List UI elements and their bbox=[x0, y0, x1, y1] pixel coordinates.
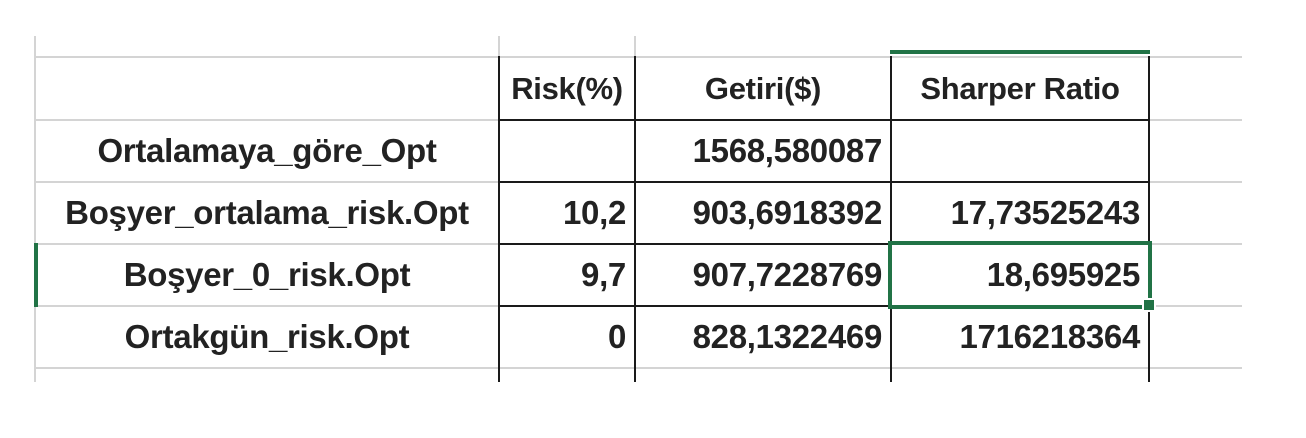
row-label-cell[interactable]: Boşyer_ortalama_risk.Opt bbox=[65, 194, 469, 231]
gridline bbox=[34, 243, 498, 245]
gridline bbox=[34, 36, 36, 382]
gridline bbox=[1150, 119, 1242, 121]
row-label-cell[interactable]: Ortakgün_risk.Opt bbox=[124, 318, 410, 355]
gridline bbox=[1150, 181, 1242, 183]
risk-cell[interactable] bbox=[500, 121, 634, 181]
gridline bbox=[634, 36, 636, 56]
gridline bbox=[34, 181, 498, 183]
active-cell-selection bbox=[888, 241, 1152, 309]
cell-border bbox=[498, 56, 500, 382]
gridline bbox=[34, 305, 498, 307]
header-cell-getiri[interactable]: Getiri($) bbox=[704, 70, 822, 106]
header-cell-risk[interactable]: Risk(%) bbox=[511, 70, 623, 106]
risk-cell[interactable]: 9,7 bbox=[581, 256, 626, 293]
cell-border bbox=[498, 119, 1150, 121]
header-cell-sharpe[interactable]: Sharper Ratio bbox=[920, 70, 1120, 106]
gridline bbox=[34, 119, 498, 121]
sharpe-cell[interactable]: 1716218364 bbox=[959, 318, 1140, 355]
getiri-cell[interactable]: 1568,580087 bbox=[692, 132, 883, 169]
gridline bbox=[498, 36, 500, 56]
cell-border bbox=[890, 56, 892, 382]
column-selection-indicator bbox=[890, 50, 1150, 54]
row-label-cell[interactable]: Boşyer_0_risk.Opt bbox=[123, 256, 411, 293]
risk-cell[interactable]: 10,2 bbox=[562, 194, 626, 231]
sharpe-cell[interactable] bbox=[892, 121, 1148, 181]
gridline bbox=[34, 367, 1242, 369]
fill-handle[interactable] bbox=[1142, 298, 1156, 312]
gridline bbox=[1150, 243, 1242, 245]
cell-border bbox=[498, 305, 1150, 307]
cell-border bbox=[498, 181, 1150, 183]
getiri-cell[interactable]: 828,1322469 bbox=[692, 318, 883, 355]
sharpe-cell[interactable]: 17,73525243 bbox=[950, 194, 1141, 231]
cell-border bbox=[498, 243, 1150, 245]
header-cell-label[interactable] bbox=[36, 58, 498, 119]
cell-border bbox=[634, 56, 636, 382]
risk-cell[interactable]: 0 bbox=[607, 318, 626, 355]
getiri-cell[interactable]: 903,6918392 bbox=[692, 194, 883, 231]
gridline bbox=[1150, 305, 1242, 307]
row-selection-indicator bbox=[34, 243, 38, 307]
row-label-cell[interactable]: Ortalamaya_göre_Opt bbox=[97, 132, 437, 169]
cell-border bbox=[1148, 56, 1150, 382]
gridline bbox=[34, 56, 1242, 58]
sharpe-cell[interactable]: 18,695925 bbox=[986, 256, 1141, 293]
getiri-cell[interactable]: 907,7228769 bbox=[692, 256, 883, 293]
spreadsheet-grid[interactable]: Risk(%) Getiri($) Sharper Ratio Ortalama… bbox=[34, 36, 1242, 382]
